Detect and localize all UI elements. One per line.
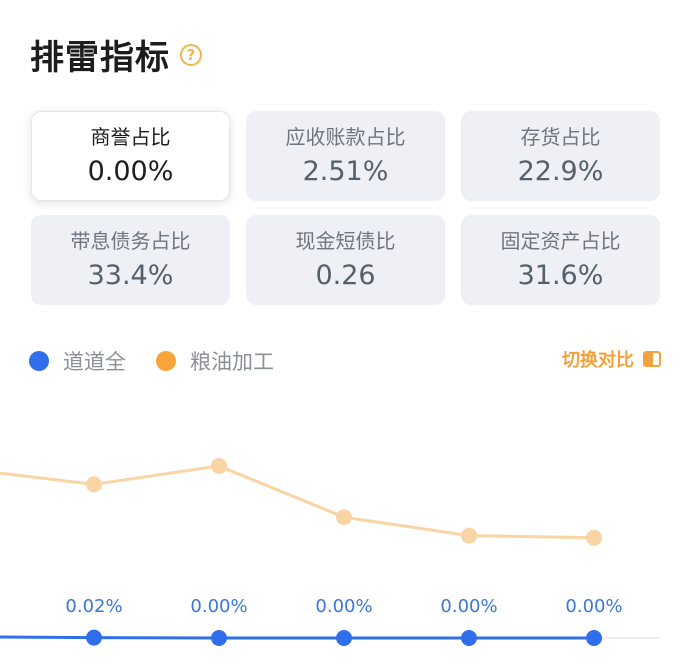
industry-point[interactable]: [336, 509, 352, 526]
company-line: [0, 635, 594, 640]
industry-series: [0, 457, 602, 546]
company-point[interactable]: [86, 629, 102, 646]
industry-point[interactable]: [211, 457, 227, 474]
metrics-grid: 商誉占比 0.00% 应收账款占比 2.51% 存货占比 22.9% 带息债务占…: [31, 111, 661, 305]
metric-card-interest-debt[interactable]: 带息债务占比 33.4%: [31, 215, 230, 305]
metric-value: 2.51%: [302, 156, 389, 187]
chart-legend: 道道全 粮油加工 切换对比: [29, 346, 662, 376]
metric-card-receivables[interactable]: 应收账款占比 2.51%: [246, 111, 445, 201]
industry-point[interactable]: [461, 527, 477, 544]
legend-dot: [156, 351, 176, 371]
switch-icon: [643, 351, 661, 367]
company-series: 0.02% 0.00% 0.00% 0.00% 0.00%: [0, 596, 661, 646]
help-icon[interactable]: ?: [180, 43, 202, 66]
metric-label: 存货占比: [520, 125, 601, 149]
industry-point[interactable]: [586, 529, 602, 546]
metric-card-cash-short-debt[interactable]: 现金短债比 0.26: [246, 215, 445, 305]
metric-card-goodwill[interactable]: 商誉占比 0.00%: [31, 111, 230, 201]
metric-card-inventory[interactable]: 存货占比 22.9%: [461, 111, 660, 201]
industry-line: [0, 464, 595, 540]
company-point[interactable]: [461, 630, 477, 646]
industry-point[interactable]: [86, 476, 102, 493]
metric-label: 带息债务占比: [70, 229, 191, 253]
page-title: 排雷指标: [30, 38, 170, 78]
metric-value: 0.26: [315, 260, 376, 291]
legend-dot: [29, 351, 49, 371]
metric-label: 商誉占比: [90, 125, 171, 149]
line-chart: 0.02% 0.00% 0.00% 0.00% 0.00%: [0, 457, 661, 646]
legend-label: 道道全: [63, 350, 126, 374]
company-data-label: 0.00%: [315, 596, 372, 617]
metric-value: 31.6%: [517, 260, 604, 291]
company-point[interactable]: [586, 630, 602, 646]
company-data-label: 0.00%: [440, 596, 497, 617]
legend-item-company[interactable]: 道道全: [29, 346, 126, 376]
metric-label: 固定资产占比: [500, 229, 621, 253]
metric-label: 现金短债比: [295, 229, 396, 253]
legend-item-industry[interactable]: 粮油加工: [156, 346, 274, 376]
company-point[interactable]: [211, 630, 227, 646]
metric-value: 0.00%: [87, 156, 174, 187]
title-row: 排雷指标 ?: [30, 30, 202, 79]
company-point[interactable]: [336, 630, 352, 646]
metric-value: 33.4%: [87, 260, 174, 291]
metric-card-fixed-assets[interactable]: 固定资产占比 31.6%: [461, 215, 660, 305]
company-data-label: 0.00%: [565, 596, 622, 617]
company-data-label: 0.00%: [190, 596, 247, 617]
legend-label: 粮油加工: [190, 350, 274, 374]
metric-label: 应收账款占比: [285, 125, 406, 149]
company-data-label: 0.02%: [65, 596, 122, 617]
switch-compare-label: 切换对比: [562, 350, 634, 371]
switch-compare-button[interactable]: 切换对比: [562, 346, 662, 372]
metric-value: 22.9%: [517, 156, 604, 187]
